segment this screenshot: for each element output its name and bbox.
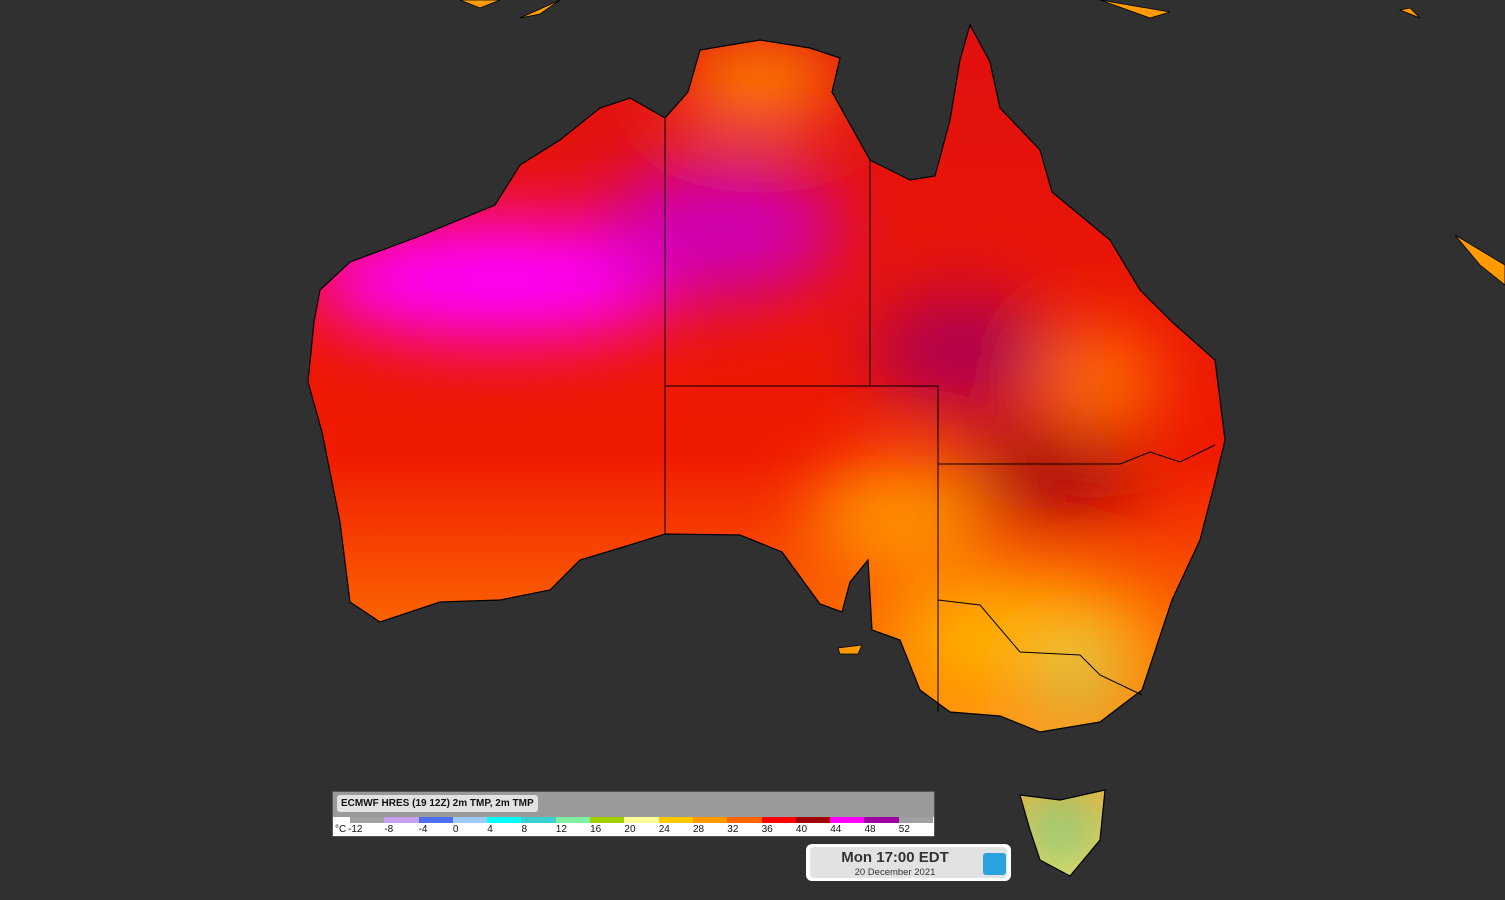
legend-tick-label: 16 <box>590 824 602 835</box>
legend-swatch <box>624 817 659 823</box>
legend-tick-label: 52 <box>898 824 910 835</box>
legend-swatch <box>864 817 899 823</box>
weatherzone-logo <box>983 853 1006 875</box>
legend-swatch <box>384 817 419 823</box>
legend-swatch <box>521 817 556 823</box>
land-temperature-field <box>308 25 1225 876</box>
legend-tick-label: 24 <box>658 824 670 835</box>
legend-scale: °C -12 -8 -4 0 4 8 12 16 20 24 28 32 36 40 44 48 52 <box>333 817 934 836</box>
legend-unit: °C <box>335 824 347 835</box>
legend-swatch <box>692 817 728 823</box>
forecast-date: 20 December 2021 <box>854 867 936 878</box>
legend-swatch <box>727 817 762 823</box>
legend-swatch <box>658 817 693 823</box>
legend-tick-label: -4 <box>418 824 428 835</box>
legend-tick-label: 28 <box>693 824 705 835</box>
legend-tick-label: 48 <box>864 824 876 835</box>
legend-tick-label: 32 <box>727 824 739 835</box>
legend-swatch <box>555 817 591 823</box>
legend-swatch <box>761 817 796 823</box>
legend-tick-label: -12 <box>348 824 363 835</box>
legend-tick-label: 0 <box>452 824 459 835</box>
legend-tick-label: 40 <box>795 824 808 835</box>
legend-tick-label: 12 <box>555 824 567 835</box>
legend-tick-label: 8 <box>521 824 528 835</box>
legend-swatch <box>590 817 625 823</box>
color-legend: ECMWF HRES (19 12Z) 2m TMP, 2m TMP °C -1… <box>332 791 935 837</box>
legend-ticks: °C -12 -8 -4 0 4 8 12 16 20 24 28 32 36 40 44 48 52 <box>333 824 934 836</box>
legend-title: ECMWF HRES (19 12Z) 2m TMP, 2m TMP <box>337 795 538 812</box>
legend-swatch <box>830 817 865 823</box>
legend-swatch <box>418 817 453 823</box>
legend-swatch <box>452 817 488 823</box>
legend-swatch <box>795 817 831 823</box>
legend-tick-label: 36 <box>761 824 773 835</box>
legend-tick-label: 20 <box>624 824 636 835</box>
legend-swatch <box>898 817 934 823</box>
islands <box>459 0 1505 655</box>
timestamp-panel: Mon 17:00 EDT 20 December 2021 <box>806 844 1011 881</box>
state-borders <box>664 118 1216 712</box>
forecast-time: Mon 17:00 EDT <box>841 849 949 866</box>
legend-color-bar <box>350 817 934 823</box>
legend-swatch <box>487 817 522 823</box>
legend-tick-label: 44 <box>830 824 842 835</box>
legend-tick-label: 4 <box>487 824 493 835</box>
legend-tick-label: -8 <box>384 824 394 835</box>
legend-swatch <box>350 817 385 823</box>
